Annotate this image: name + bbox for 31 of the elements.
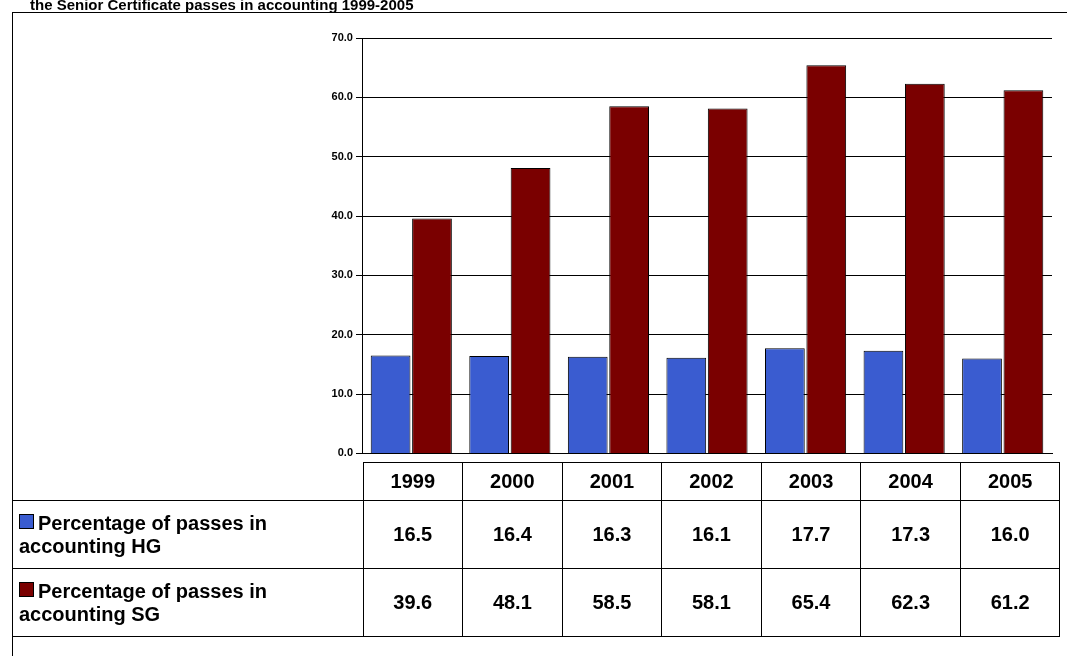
x-tick-label: 2002 [661,462,762,501]
data-label: 17.7 [761,500,861,569]
legend-label: Percentage of passes in accounting SG [12,568,363,637]
x-tick-label: 2003 [761,462,861,501]
y-tick-label: 60.0 [331,90,353,103]
y-tick-label: 10.0 [331,387,353,400]
x-tick-label: 1999 [363,462,463,501]
x-tick-label: 2001 [562,462,662,501]
x-tick-label: 2004 [860,462,961,501]
y-tick-label: 50.0 [331,149,353,162]
y-tick-label: 20.0 [331,327,353,340]
data-label: 16.0 [960,500,1060,569]
data-label: 62.3 [860,568,961,637]
legend-label: Percentage of passes in accounting HG [12,500,363,569]
data-label: 48.1 [462,568,563,637]
data-label: 61.2 [960,568,1060,637]
x-tick-label: 2005 [960,462,1060,501]
data-label: 16.3 [562,500,662,569]
data-label: 39.6 [363,568,463,637]
y-tick-label: 30.0 [331,268,353,281]
y-tick-label: 0.0 [337,446,353,459]
data-label: 58.1 [661,568,762,637]
data-label: 58.5 [562,568,662,637]
y-tick-label: 70.0 [331,31,353,44]
data-label: 65.4 [761,568,861,637]
data-label: 16.1 [661,500,762,569]
y-tick-label: 40.0 [331,209,353,222]
data-label: 16.4 [462,500,563,569]
x-tick-label: 2000 [462,462,563,501]
data-label: 16.5 [363,500,463,569]
data-label: 17.3 [860,500,961,569]
